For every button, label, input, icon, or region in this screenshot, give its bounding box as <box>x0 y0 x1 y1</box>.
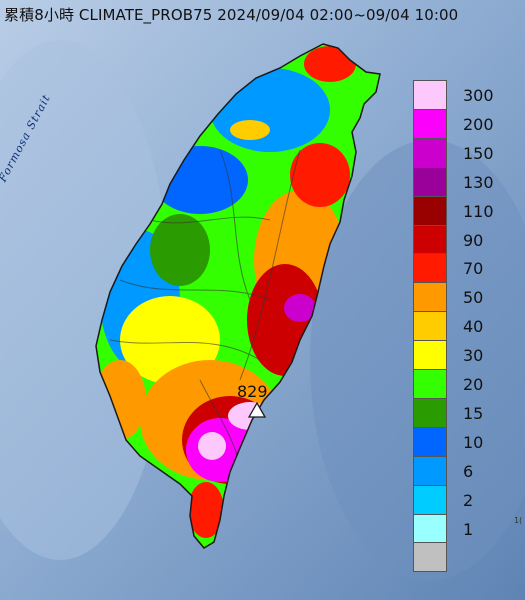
legend-swatch <box>413 426 447 457</box>
corner-mark: 1( <box>514 516 523 525</box>
legend-label: 40 <box>463 317 484 337</box>
legend-item: 130 <box>413 166 522 197</box>
legend-swatch <box>413 224 447 255</box>
legend-swatch <box>413 513 447 544</box>
legend-label: 110 <box>463 201 494 221</box>
legend-label: 300 <box>463 86 494 105</box>
legend-swatch <box>413 397 447 428</box>
legend-label: 50 <box>463 288 484 308</box>
legend-label: 70 <box>463 259 484 279</box>
max-location-triangle-icon <box>248 402 266 418</box>
legend-label: 150 <box>463 143 494 163</box>
legend-item: 30 <box>413 340 522 371</box>
legend-item <box>413 542 522 573</box>
legend-label: 130 <box>463 172 494 192</box>
map-title: 累積8小時 CLIMATE_PROB75 2024/09/04 02:00~09… <box>4 6 459 24</box>
legend-swatch <box>413 80 447 110</box>
legend-label: 90 <box>463 230 484 250</box>
legend-swatch <box>413 108 447 139</box>
legend-swatch <box>413 282 447 313</box>
legend-label: 2 <box>463 490 474 510</box>
legend-item: 20 <box>413 369 522 399</box>
max-value-label: 829 <box>237 382 268 401</box>
legend-item: 150 <box>413 137 522 168</box>
legend-item: 10 <box>413 426 522 457</box>
legend-label: 10 <box>463 432 484 452</box>
legend-swatch <box>413 484 447 515</box>
legend-item: 90 <box>413 224 522 255</box>
legend-swatch <box>413 253 447 284</box>
legend-label: 1 <box>463 519 474 539</box>
color-legend: 300 200 150 130 110 90 70 50 40 30 20 15 10 6 2 1 <box>413 80 522 573</box>
legend-item: 40 <box>413 311 522 342</box>
legend-swatch <box>413 455 447 486</box>
legend-swatch <box>413 340 447 371</box>
legend-swatch <box>413 137 447 168</box>
legend-label: 15 <box>463 403 484 423</box>
legend-item: 6 <box>413 455 522 486</box>
legend-label: 6 <box>463 461 474 481</box>
legend-swatch <box>413 369 447 399</box>
legend-label: 30 <box>463 346 484 366</box>
legend-item: 15 <box>413 397 522 428</box>
legend-swatch <box>413 195 447 226</box>
legend-item: 1 <box>413 513 522 544</box>
legend-item: 110 <box>413 195 522 226</box>
legend-item: 50 <box>413 282 522 313</box>
legend-swatch <box>413 166 447 197</box>
legend-swatch <box>413 311 447 342</box>
legend-label: 200 <box>463 114 494 134</box>
legend-item: 200 <box>413 108 522 139</box>
legend-item: 300 <box>413 80 522 110</box>
legend-item: 70 <box>413 253 522 284</box>
legend-label: 20 <box>463 375 484 394</box>
legend-item: 2 <box>413 484 522 515</box>
legend-swatch <box>413 542 447 573</box>
